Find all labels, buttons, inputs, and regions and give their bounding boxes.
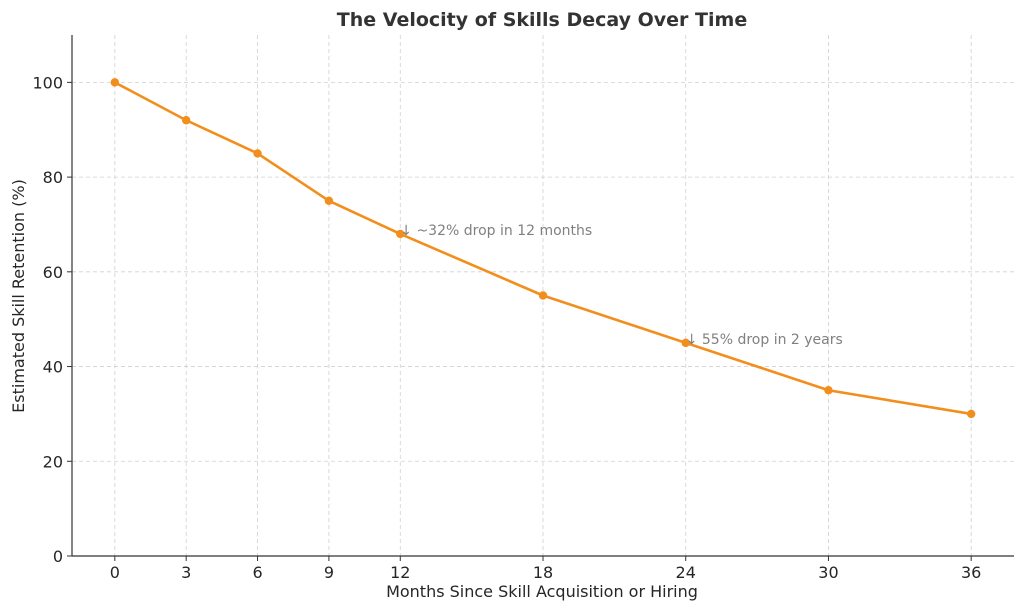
annotation-label: ↓ 55% drop in 2 years: [686, 332, 843, 348]
annotations: ↓ ~32% drop in 12 months ↓ 55% drop in 2 …: [400, 223, 843, 348]
data-point: [324, 196, 334, 205]
y-tick-label: 60: [43, 263, 63, 282]
series-layer: [110, 78, 976, 419]
x-tick-label: 36: [961, 563, 981, 582]
x-tick-label: 3: [181, 563, 191, 582]
y-tick-label: 20: [43, 452, 63, 471]
data-point: [681, 338, 690, 348]
x-tick-label: 24: [676, 563, 696, 582]
annotation-label: ↓ ~32% drop in 12 months: [400, 223, 592, 239]
data-point: [538, 291, 548, 300]
data-point: [181, 116, 191, 125]
data-point: [110, 78, 120, 87]
y-tick-label: 100: [32, 73, 63, 92]
y-tick-label: 40: [43, 358, 63, 377]
y-axis-label: Estimated Skill Retention (%): [9, 179, 28, 413]
x-tick-label: 9: [324, 563, 334, 582]
x-tick-label: 12: [390, 563, 410, 582]
x-tick-label: 18: [533, 563, 553, 582]
x-tick-label: 30: [818, 563, 838, 582]
y-tick-label: 0: [53, 547, 63, 566]
data-point: [253, 149, 262, 158]
x-tick-label: 6: [252, 563, 262, 582]
data-point: [966, 409, 976, 419]
data-point: [396, 229, 405, 239]
y-tick-label: 80: [43, 168, 63, 187]
x-tick-label: 0: [110, 563, 120, 582]
chart-title: The Velocity of Skills Decay Over Time: [337, 9, 747, 31]
data-point: [824, 386, 833, 395]
x-axis-label: Months Since Skill Acquisition or Hiring: [386, 582, 698, 601]
